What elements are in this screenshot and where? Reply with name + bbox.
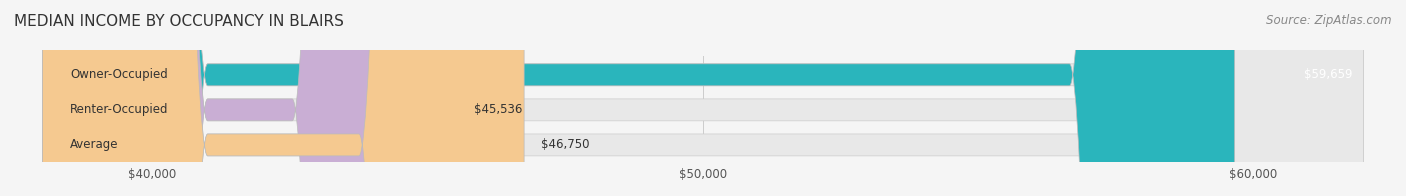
FancyBboxPatch shape [42, 0, 524, 196]
Text: Owner-Occupied: Owner-Occupied [70, 68, 167, 81]
FancyBboxPatch shape [42, 0, 1364, 196]
Text: Average: Average [70, 138, 118, 152]
Text: MEDIAN INCOME BY OCCUPANCY IN BLAIRS: MEDIAN INCOME BY OCCUPANCY IN BLAIRS [14, 14, 344, 29]
FancyBboxPatch shape [42, 0, 1364, 196]
FancyBboxPatch shape [42, 0, 457, 196]
Text: Source: ZipAtlas.com: Source: ZipAtlas.com [1267, 14, 1392, 27]
Text: Renter-Occupied: Renter-Occupied [70, 103, 169, 116]
Text: $59,659: $59,659 [1303, 68, 1353, 81]
FancyBboxPatch shape [42, 0, 1234, 196]
Text: $46,750: $46,750 [541, 138, 589, 152]
Text: $45,536: $45,536 [474, 103, 522, 116]
FancyBboxPatch shape [42, 0, 1364, 196]
